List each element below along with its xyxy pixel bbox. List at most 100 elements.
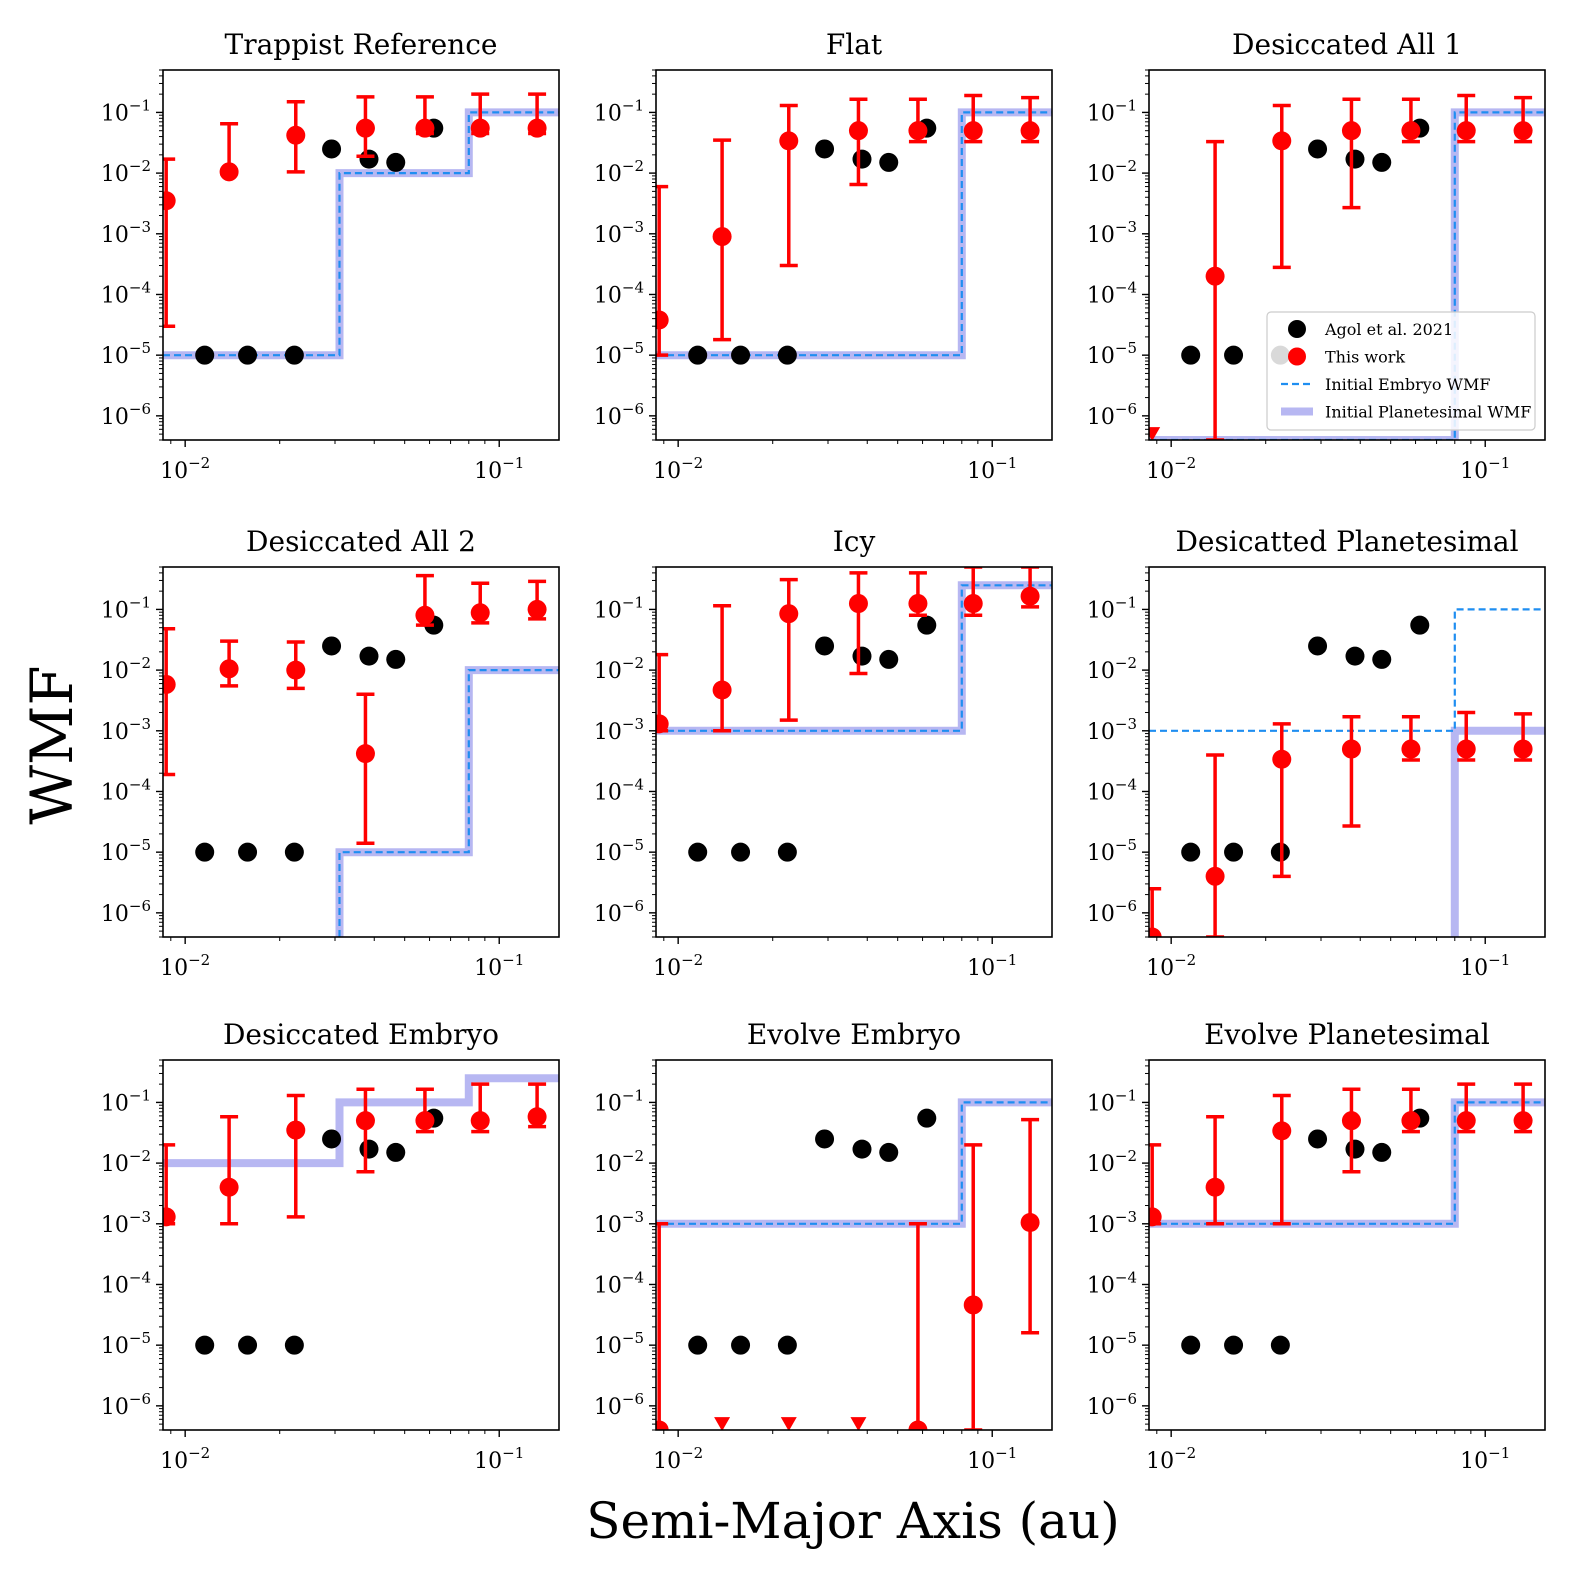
x-tick-label: 10−2 xyxy=(653,951,703,981)
this-work-point xyxy=(1456,121,1476,141)
this-work-point xyxy=(219,162,239,182)
panel-5: Icy 10−6 10−5 10−4 10−3 10−2 10−1 10−2 10−1 xyxy=(594,525,1053,981)
y-tick-label: 10−4 xyxy=(1087,775,1137,805)
agol-point xyxy=(688,1335,708,1355)
x-tick-label: 10−2 xyxy=(653,1444,703,1474)
x-tick-label: 10−1 xyxy=(967,1444,1017,1474)
y-tick-label: 10−3 xyxy=(101,715,151,745)
agol-point xyxy=(688,345,708,365)
x-tick-label: 10−2 xyxy=(1146,1444,1196,1474)
agol-point xyxy=(284,345,304,365)
upper-limit-marker xyxy=(714,1417,731,1430)
panel-title: Evolve Planetesimal xyxy=(1204,1018,1490,1051)
agol-point xyxy=(238,345,258,365)
this-work-point xyxy=(1020,586,1040,606)
panel-title: Icy xyxy=(833,525,876,558)
plot-area xyxy=(163,1074,559,1355)
panel-frame xyxy=(162,566,560,938)
y-tick-label: 10−1 xyxy=(594,593,644,623)
agol-point xyxy=(1270,1335,1290,1355)
this-work-point xyxy=(527,118,547,138)
x-tick-label: 10−1 xyxy=(967,454,1017,484)
y-tick-label: 10−3 xyxy=(1087,1208,1137,1238)
figure-ylabel: WMF xyxy=(18,665,86,824)
initial-planetesimal-wmf-line xyxy=(656,1098,1052,1228)
x-tick-label: 10−1 xyxy=(967,951,1017,981)
y-tick-label: 10−4 xyxy=(594,1268,644,1298)
this-work-point xyxy=(712,227,732,247)
panel-title: Desiccated All 1 xyxy=(1232,28,1462,61)
this-work-point xyxy=(286,125,306,145)
agol-point xyxy=(359,1139,379,1159)
this-work-point xyxy=(963,1295,983,1315)
panel-frame xyxy=(1148,69,1546,441)
agol-point xyxy=(777,345,797,365)
this-work-point xyxy=(908,121,928,141)
this-work-point xyxy=(1401,739,1421,759)
x-tick-label: 10−1 xyxy=(1460,951,1510,981)
this-work-point xyxy=(163,1207,176,1227)
panel-8: Evolve Embryo 10−6 10−5 10−4 10−3 10−2 10−1 10−… xyxy=(594,1018,1053,1474)
y-tick-label: 10−1 xyxy=(101,1086,151,1116)
y-tick-label: 10−5 xyxy=(1087,836,1137,866)
this-work-point xyxy=(1456,739,1476,759)
y-tick-label: 10−1 xyxy=(594,1086,644,1116)
agol-point xyxy=(1308,139,1328,159)
agol-point xyxy=(195,842,215,862)
legend-label: Agol et al. 2021 xyxy=(1324,320,1453,339)
agol-point xyxy=(1224,345,1244,365)
initial-embryo-wmf-line xyxy=(163,111,559,357)
y-tick-label: 10−1 xyxy=(101,96,151,126)
x-tick-label: 10−1 xyxy=(1460,454,1510,484)
agol-point xyxy=(1345,149,1365,169)
y-tick-label: 10−6 xyxy=(1087,1390,1137,1420)
y-tick-label: 10−6 xyxy=(101,1390,151,1420)
agol-point xyxy=(1224,842,1244,862)
agol-point xyxy=(731,345,751,365)
this-work-point xyxy=(219,1177,239,1197)
y-tick-label: 10−2 xyxy=(1087,654,1137,684)
this-work-point xyxy=(355,118,375,138)
panel-title: Flat xyxy=(826,28,883,61)
legend-label: Initial Planetesimal WMF xyxy=(1325,403,1531,422)
panel-title: Desiccated Embryo xyxy=(223,1018,499,1051)
x-tick-label: 10−1 xyxy=(474,1444,524,1474)
this-work-point xyxy=(656,714,669,734)
y-tick-label: 10−2 xyxy=(1087,1147,1137,1177)
this-work-point xyxy=(415,605,435,625)
agol-point xyxy=(777,1335,797,1355)
y-tick-label: 10−4 xyxy=(1087,1268,1137,1298)
upper-limit-marker xyxy=(1149,427,1161,440)
y-tick-label: 10−2 xyxy=(1087,157,1137,187)
x-tick-label: 10−1 xyxy=(1460,1444,1510,1474)
this-work-point xyxy=(1401,121,1421,141)
plot-area xyxy=(656,93,1052,365)
legend-label: This work xyxy=(1325,348,1405,367)
panel-title: Evolve Embryo xyxy=(747,1018,961,1051)
x-tick-label: 10−2 xyxy=(1146,454,1196,484)
agol-point xyxy=(386,649,406,669)
initial-embryo-wmf-line xyxy=(1149,608,1545,732)
y-tick-label: 10−5 xyxy=(594,1329,644,1359)
y-tick-label: 10−6 xyxy=(101,400,151,430)
legend-marker xyxy=(1288,347,1306,366)
this-work-point xyxy=(1341,739,1361,759)
panel-2: Flat 10−6 10−5 10−4 10−3 10−2 10−1 10−2 10−1 xyxy=(594,28,1053,484)
this-work-point xyxy=(1513,121,1533,141)
upper-limit-marker xyxy=(850,1417,867,1430)
panel-frame xyxy=(655,1059,1053,1431)
this-work-point xyxy=(963,121,983,141)
this-work-point xyxy=(163,674,176,694)
y-tick-label: 10−3 xyxy=(101,218,151,248)
this-work-point xyxy=(848,594,868,614)
agol-point xyxy=(777,842,797,862)
agol-point xyxy=(359,149,379,169)
this-work-point xyxy=(415,1111,435,1131)
y-tick-label: 10−4 xyxy=(1087,278,1137,308)
x-tick-label: 10−2 xyxy=(1146,951,1196,981)
y-tick-label: 10−6 xyxy=(594,400,644,430)
agol-point xyxy=(1181,1335,1201,1355)
y-tick-label: 10−4 xyxy=(594,775,644,805)
plot-area xyxy=(1149,608,1545,937)
